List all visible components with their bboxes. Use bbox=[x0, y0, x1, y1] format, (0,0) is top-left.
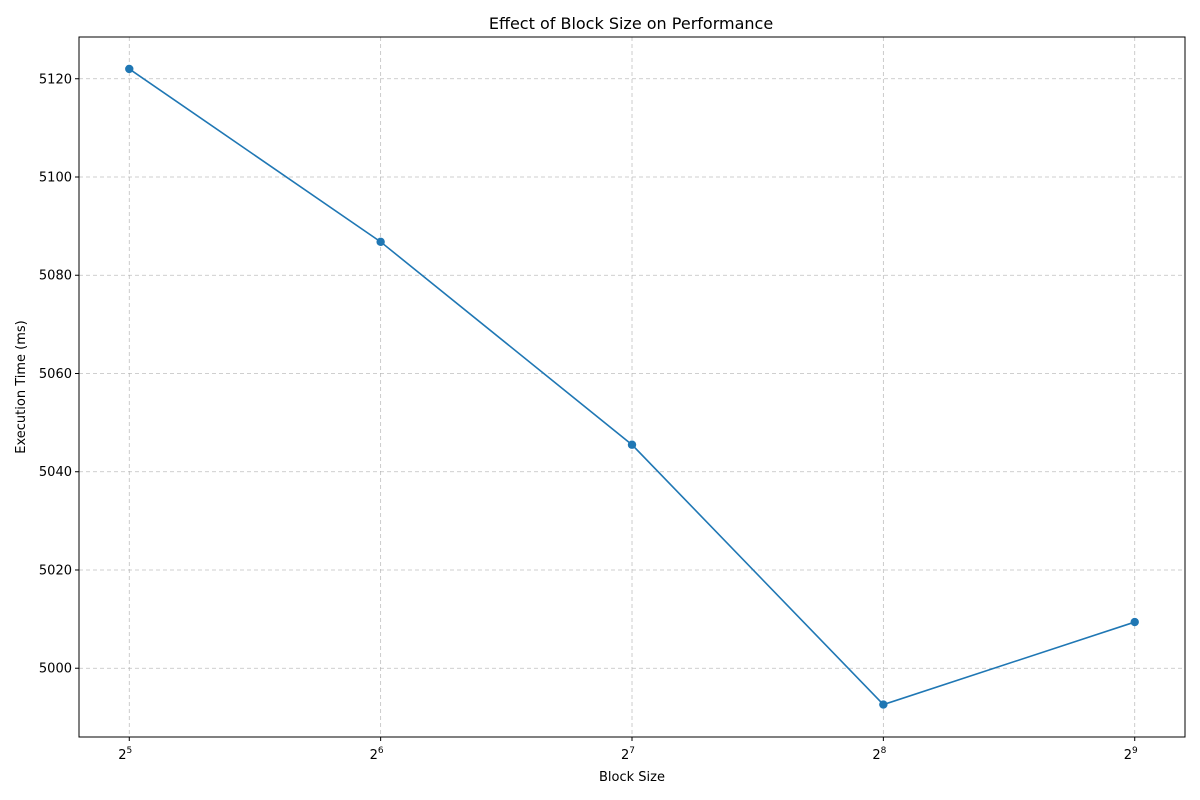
y-tick-label: 5080 bbox=[39, 269, 72, 284]
data-point bbox=[879, 700, 888, 709]
series-layer bbox=[125, 64, 1139, 709]
y-tick-label: 5040 bbox=[39, 465, 72, 480]
y-tick-label: 5100 bbox=[39, 171, 72, 186]
x-tick-label: 29 bbox=[1124, 746, 1138, 763]
y-axis-label: Execution Time (ms) bbox=[14, 320, 29, 453]
x-axis-label: Block Size bbox=[599, 770, 665, 785]
data-point bbox=[376, 237, 385, 247]
x-tick-label: 26 bbox=[370, 746, 384, 763]
data-point bbox=[1130, 617, 1139, 627]
data-point bbox=[125, 64, 134, 74]
chart-title: Effect of Block Size on Performance bbox=[489, 14, 773, 33]
grid bbox=[79, 37, 1185, 737]
y-tick-label: 5000 bbox=[39, 662, 72, 677]
y-tick-label: 5060 bbox=[39, 367, 72, 382]
plot-frame bbox=[78, 36, 1186, 738]
axes: 5000 5020 5040 5060 5080 5100 5120 25 26 27 28 29 bbox=[39, 72, 1138, 763]
y-tick-label: 5020 bbox=[39, 563, 72, 578]
x-tick-label: 25 bbox=[118, 746, 132, 763]
y-tick-label: 5120 bbox=[39, 72, 72, 87]
x-tick-label: 27 bbox=[621, 746, 635, 763]
x-tick-label: 28 bbox=[872, 746, 886, 763]
data-point bbox=[627, 440, 637, 449]
